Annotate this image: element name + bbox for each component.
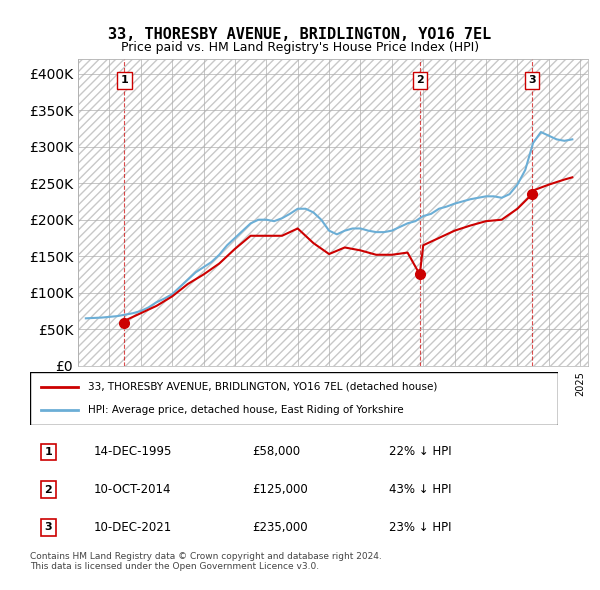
Text: 14-DEC-1995: 14-DEC-1995 [94,445,172,458]
Text: 43% ↓ HPI: 43% ↓ HPI [389,483,452,496]
Text: 33, THORESBY AVENUE, BRIDLINGTON, YO16 7EL: 33, THORESBY AVENUE, BRIDLINGTON, YO16 7… [109,27,491,41]
FancyBboxPatch shape [30,372,558,425]
Text: £235,000: £235,000 [252,521,307,534]
Text: 33, THORESBY AVENUE, BRIDLINGTON, YO16 7EL (detached house): 33, THORESBY AVENUE, BRIDLINGTON, YO16 7… [88,382,437,392]
Text: Price paid vs. HM Land Registry's House Price Index (HPI): Price paid vs. HM Land Registry's House … [121,41,479,54]
Text: 10-DEC-2021: 10-DEC-2021 [94,521,172,534]
Text: £58,000: £58,000 [252,445,300,458]
Text: 3: 3 [529,76,536,86]
FancyBboxPatch shape [0,0,600,458]
Text: 10-OCT-2014: 10-OCT-2014 [94,483,171,496]
Bar [78,59,588,366]
Text: 2: 2 [416,76,424,86]
Text: 3: 3 [44,523,52,532]
Text: 22% ↓ HPI: 22% ↓ HPI [389,445,452,458]
Text: 1: 1 [44,447,52,457]
Text: £125,000: £125,000 [252,483,308,496]
Text: Contains HM Land Registry data © Crown copyright and database right 2024.
This d: Contains HM Land Registry data © Crown c… [30,552,382,571]
Text: 23% ↓ HPI: 23% ↓ HPI [389,521,452,534]
Text: HPI: Average price, detached house, East Riding of Yorkshire: HPI: Average price, detached house, East… [88,405,404,415]
Text: 1: 1 [121,76,128,86]
Text: 2: 2 [44,485,52,494]
